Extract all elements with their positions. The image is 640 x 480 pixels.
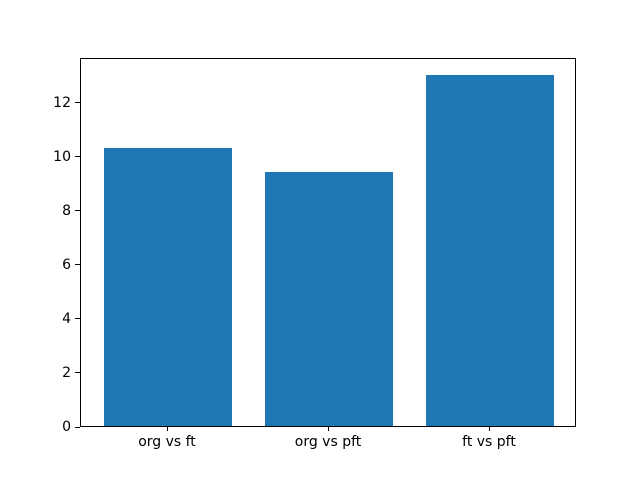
y-axis-tick xyxy=(75,156,80,158)
y-axis-tick xyxy=(75,318,80,320)
plot-area xyxy=(80,58,576,427)
y-tick-label: 4 xyxy=(62,310,71,327)
x-axis-tick xyxy=(488,427,490,431)
y-tick-label: 10 xyxy=(53,148,71,165)
y-tick-label: 12 xyxy=(53,94,71,111)
bar-org-vs-ft xyxy=(103,147,233,426)
y-tick-label: 0 xyxy=(62,419,71,435)
bar-org-vs-pft xyxy=(264,171,394,426)
x-tick-label: org vs pft xyxy=(294,434,362,450)
y-axis-tick xyxy=(75,210,80,212)
y-axis-tick xyxy=(75,102,80,104)
bar-ft-vs-pft xyxy=(425,74,555,426)
y-tick-label: 2 xyxy=(62,364,71,381)
y-axis-tick xyxy=(75,372,80,374)
y-tick-label: 6 xyxy=(62,256,71,273)
y-axis-tick xyxy=(75,264,80,266)
y-tick-label: 8 xyxy=(62,202,71,219)
y-axis-tick xyxy=(75,426,80,428)
x-axis-tick xyxy=(327,427,329,431)
x-tick-label: ft vs pft xyxy=(462,434,516,450)
x-tick-label: org vs ft xyxy=(138,434,196,450)
x-axis-tick xyxy=(166,427,168,431)
